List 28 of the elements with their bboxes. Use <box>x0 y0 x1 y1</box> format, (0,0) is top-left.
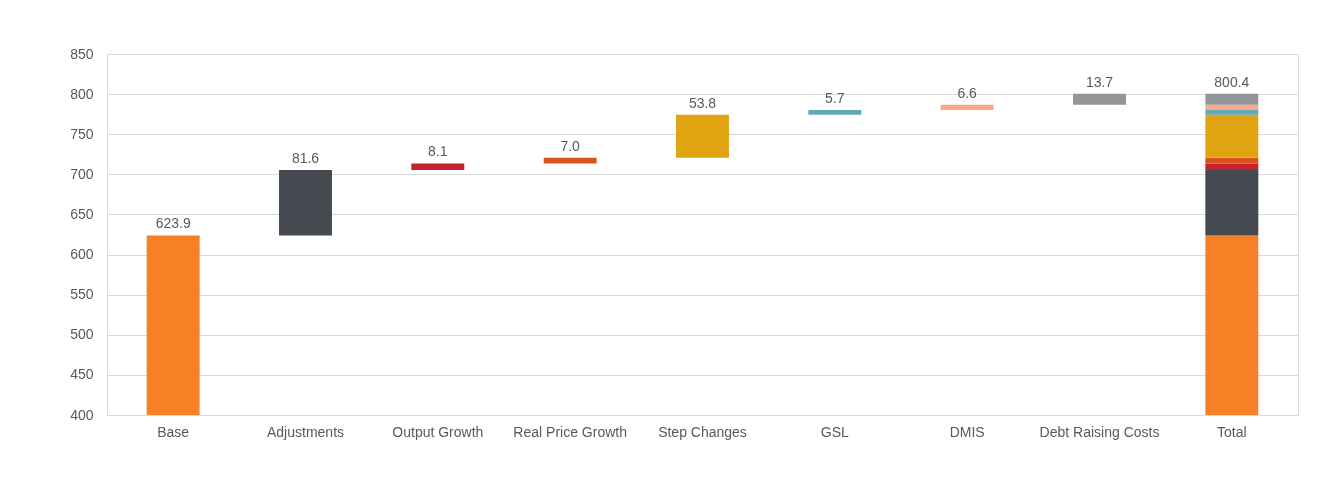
data-label: 7.0 <box>560 137 581 154</box>
x-tick-label: GSL <box>820 423 850 440</box>
y-tick-label: 600 <box>70 246 94 263</box>
data-label: 8.1 <box>428 143 448 160</box>
x-tick-label: Debt Raising Costs <box>1039 423 1160 440</box>
data-label: 623.9 <box>155 215 191 232</box>
data-label: 6.6 <box>957 84 978 101</box>
x-tick-label: Total <box>1217 423 1247 440</box>
data-label: 53.8 <box>688 94 717 111</box>
y-tick-label: 750 <box>70 125 94 142</box>
data-label: 13.7 <box>1085 73 1114 90</box>
x-tick-label: Adjustments <box>266 423 345 440</box>
y-tick-label: 500 <box>70 326 94 343</box>
y-tick-label: 650 <box>70 205 94 222</box>
y-tick-label: 800 <box>70 85 94 102</box>
data-label: 81.6 <box>291 149 320 166</box>
data-label: 5.7 <box>825 90 845 107</box>
x-tick-label: Step Changes <box>658 423 747 440</box>
x-tick-label: Base <box>157 423 190 440</box>
y-tick-label: 850 <box>70 45 94 62</box>
y-tick-label: 400 <box>70 406 94 423</box>
y-tick-label: 550 <box>70 286 94 303</box>
x-tick-label: Output Growth <box>392 423 484 440</box>
y-tick-label: 450 <box>70 366 94 383</box>
x-tick-label: DMIS <box>949 423 985 440</box>
total-label: 800.4 <box>1214 73 1250 90</box>
y-tick-label: 700 <box>70 165 94 182</box>
x-tick-label: Real Price Growth <box>513 423 627 440</box>
